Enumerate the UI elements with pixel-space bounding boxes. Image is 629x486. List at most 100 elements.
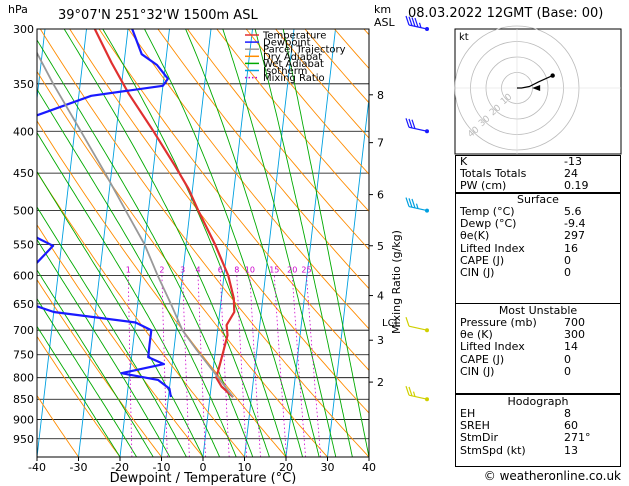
- most-unstable-row: CAPE (J) 0: [456, 352, 620, 366]
- wet-adiabat: [37, 88, 237, 457]
- mixing-ratio-tick-label: 20: [287, 265, 297, 274]
- series-dewpoint: [37, 29, 172, 398]
- hodograph-key: StmDir: [460, 431, 499, 445]
- dry-adiabat: [37, 394, 79, 457]
- mixing-ratio-line: [291, 275, 306, 457]
- legend-label: Wet Adiabat: [263, 59, 324, 70]
- wind-barb-dot: [425, 27, 429, 31]
- hodograph-value: 13: [564, 443, 578, 457]
- km-tick-label: 6: [377, 189, 384, 202]
- km-tick-label: 7: [377, 137, 384, 150]
- dry-adiabat: [37, 171, 245, 457]
- axes: 3003504004505005506006507007508008509009…: [13, 23, 401, 474]
- wind-barb-flag: [405, 197, 410, 207]
- pressure-tick-label: 350: [13, 78, 34, 91]
- mixing-ratio-line: [236, 275, 247, 457]
- hodograph-frame: [454, 28, 622, 155]
- most-unstable-key: Pressure (mb): [460, 316, 537, 329]
- mixing-ratio-line: [249, 275, 261, 457]
- dry-adiabat: [245, 29, 369, 175]
- most-unstable-key: CAPE (J): [460, 352, 505, 366]
- most-unstable-title: Most Unstable: [498, 304, 578, 317]
- wet-adiabat: [37, 269, 154, 457]
- mixing-ratio-tick-label: 8: [234, 265, 239, 274]
- footer-credit: © weatheronline.co.uk: [483, 469, 621, 483]
- hodograph-key: EH: [460, 407, 476, 420]
- pressure-tick-label: 900: [13, 414, 34, 427]
- pressure-tick-label: 600: [13, 269, 34, 282]
- km-unit-label: km: [374, 3, 391, 16]
- index-row: Totals Totals 24: [456, 167, 620, 181]
- wind-barb-flag: [411, 17, 416, 27]
- wet-adiabat: [254, 29, 353, 457]
- most-unstable-value: 14: [564, 340, 578, 354]
- dry-adiabat: [157, 29, 369, 290]
- mixing-ratio-tick-label: 25: [301, 265, 311, 274]
- mixing-ratio-line: [161, 275, 168, 457]
- surface-value: 297: [564, 229, 585, 243]
- x-axis-label: Dewpoint / Temperature (°C): [110, 471, 297, 486]
- chart-labels: 1 2 3 4 6 8 10 15 20 25: [126, 265, 312, 274]
- mixing-ratio-tick-label: 15: [269, 265, 279, 274]
- hodograph-row: StmSpd (kt) 13: [456, 443, 620, 457]
- dry-adiabat: [37, 335, 121, 457]
- dry-adiabat: [37, 224, 204, 457]
- wind-barb-flag: [411, 198, 416, 209]
- x-tick-label: 20: [279, 461, 293, 474]
- hodograph-end-point: [550, 73, 555, 78]
- wind-barb-flag: [408, 118, 413, 129]
- wind-barb-half: [415, 203, 419, 209]
- most-unstable-value: 0: [564, 352, 571, 366]
- wind-barb-dot: [425, 328, 429, 333]
- location-label: 39°07'N 251°32'W 1500m ASL: [58, 8, 258, 23]
- most-unstable-row: Lifted Index 14: [456, 341, 620, 353]
- pressure-tick-label: 450: [13, 167, 34, 180]
- km-tick-label: 3: [377, 334, 384, 347]
- wind-barb-flag: [411, 119, 416, 129]
- hodograph-row: EH 8: [456, 407, 620, 420]
- legend-label: Mixing Ratio: [263, 73, 325, 84]
- pressure-tick-label: 800: [13, 372, 34, 385]
- most-unstable-table: Most Unstable Pressure (mb) 700 θe (K) 300 L…: [455, 303, 621, 394]
- index-value: -13: [564, 155, 582, 168]
- surface-key: Temp (°C): [460, 205, 515, 218]
- mixing-ratio-line: [127, 275, 133, 457]
- surface-value: 16: [564, 241, 578, 255]
- storm-motion-marker: [532, 85, 541, 91]
- x-tick-label: 30: [321, 461, 335, 474]
- mixing-ratio-line: [273, 275, 287, 457]
- mixing-ratio-tick-label: 1: [126, 265, 131, 274]
- most-unstable-value: 0: [564, 364, 571, 378]
- isotherm-line: [202, 29, 253, 457]
- lcl-label: LCL: [382, 318, 401, 329]
- km-tick-label: 2: [377, 376, 384, 389]
- wet-adiabat: [282, 29, 369, 457]
- hodograph-trace: [517, 75, 553, 89]
- wind-barb-flag: [408, 198, 413, 208]
- wet-adiabat: [222, 29, 337, 457]
- mixing-ratio-tick-label: 2: [159, 265, 164, 274]
- legend-label: Parcel Trajectory: [263, 45, 346, 56]
- legend-label: Dry Adiabat: [263, 52, 322, 63]
- hodograph-row: StmDir 271°: [456, 432, 620, 444]
- wet-adiabat: [37, 170, 204, 457]
- wet-adiabat: [185, 29, 320, 457]
- isotherm-line: [285, 29, 336, 457]
- surface-row: CIN (J) 0: [456, 266, 620, 279]
- date-label: 08.03.2022 12GMT (Base: 00): [408, 6, 604, 21]
- profile-lines: [37, 29, 236, 398]
- most-unstable-value: 700: [564, 316, 585, 329]
- wet-adiabat: [37, 39, 254, 457]
- wind-barbs: [405, 15, 429, 402]
- surface-key: Lifted Index: [460, 241, 525, 255]
- isotherm-line: [0, 29, 4, 457]
- pressure-tick-label: 700: [13, 324, 34, 337]
- index-key: Totals Totals: [460, 167, 527, 181]
- isotherm-line: [244, 29, 295, 457]
- surface-table: Surface Temp (°C) 5.6 Dewp (°C) -9.4 θe(K) 29…: [455, 192, 621, 304]
- isotherm-line: [327, 94, 369, 457]
- wind-barb-flag: [405, 118, 410, 128]
- mixing-ratio-axis-label: Mixing Ratio (g/kg): [390, 230, 403, 334]
